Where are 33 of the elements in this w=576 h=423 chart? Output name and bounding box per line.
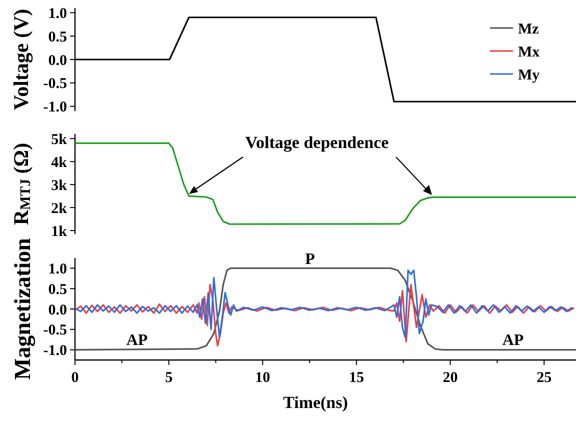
y-tick-label: 1.0	[48, 261, 67, 278]
y-tick-label: -0.5	[43, 76, 67, 92]
annotation: AP	[126, 332, 148, 349]
y-tick-label: 4k	[51, 154, 68, 171]
legend-label: My	[518, 67, 540, 84]
y-tick-label: 0.5	[48, 29, 67, 46]
y-tick-label: -1.0	[43, 343, 67, 360]
legend-label: Mz	[518, 21, 540, 38]
x-tick-label: 10	[255, 370, 270, 386]
y-tick-label: 0.5	[48, 282, 67, 298]
annotation: P	[305, 251, 316, 268]
y-tick-label: 0.0	[48, 52, 67, 69]
line-series	[75, 267, 576, 351]
x-tick-label: 15	[348, 370, 364, 386]
annotation: AP	[502, 332, 524, 349]
y-tick-label: 3k	[51, 178, 68, 194]
y-axis-title: Voltage (V)	[9, 8, 33, 110]
line-series	[75, 284, 575, 347]
y-tick-label: 0.0	[48, 302, 67, 318]
x-tick-label: 25	[536, 370, 552, 386]
x-axis-title: Time(ns)	[283, 393, 348, 412]
y-tick-label: 1.0	[48, 6, 67, 22]
y-axis-title: Magnetization	[10, 238, 36, 380]
annotation: Voltage dependence	[245, 133, 390, 152]
legend-label: Mx	[518, 44, 540, 60]
y-tick-label: -0.5	[43, 322, 67, 339]
x-tick-label: 20	[442, 370, 458, 386]
y-tick-label: 1k	[51, 224, 68, 240]
y-tick-label: 5k	[51, 132, 68, 148]
x-tick-label: 5	[165, 370, 173, 386]
y-tick-label: -1.0	[43, 100, 67, 116]
y-tick-label: 2k	[51, 200, 68, 217]
x-tick-label: 0	[71, 370, 79, 386]
